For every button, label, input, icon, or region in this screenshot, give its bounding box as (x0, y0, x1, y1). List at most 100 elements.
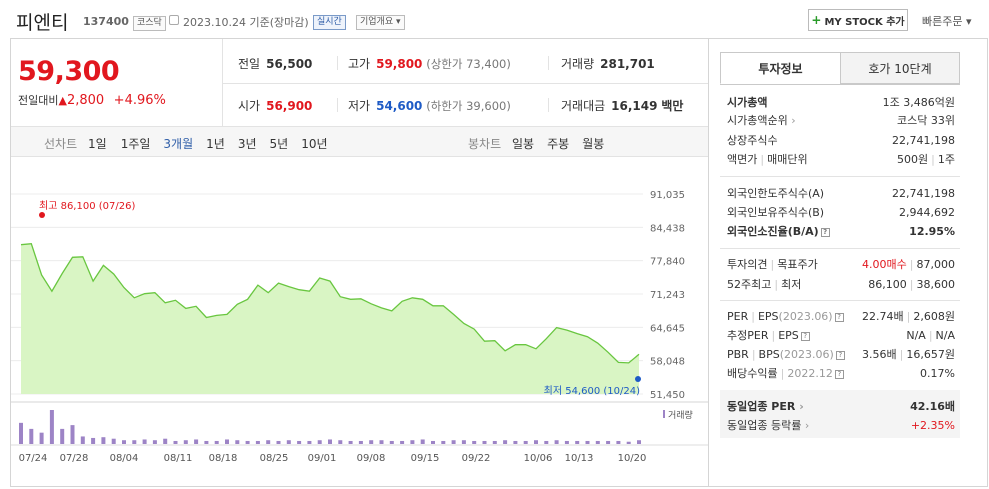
volume-bar (194, 439, 199, 444)
mystock-add-button[interactable]: + MY STOCK 추가 (808, 9, 908, 31)
est-per-row: 추정PER | EPS? N/A | N/A (727, 329, 955, 342)
volume-bar (328, 439, 332, 444)
tab-orderbook[interactable]: 호가 10단계 (840, 52, 960, 84)
tab-3m[interactable]: 3개월 (163, 137, 194, 151)
plus-icon: + (811, 13, 822, 27)
volume-bar (544, 440, 549, 444)
volume-bar (534, 440, 538, 444)
help-icon: ? (800, 332, 810, 341)
x-tick-label: 10/13 (565, 453, 594, 463)
volume-bar (431, 440, 435, 444)
volume-bar (379, 440, 384, 444)
pbr-bps-row: PBR | BPS(2023.06)? 3.56배 | 16,657원 (727, 348, 955, 361)
volume-bar (286, 440, 291, 444)
open-price: 시가 56,900 (238, 99, 313, 113)
volume-bar (70, 425, 75, 444)
volume-bar (637, 440, 641, 444)
volume-bar (575, 440, 580, 444)
tab-1y[interactable]: 1년 (206, 137, 225, 151)
period-tabs: 1일 1주일 3개월 1년 3년 5년 10년 (88, 135, 328, 152)
volume-legend-icon (663, 410, 665, 418)
x-tick-label: 08/11 (164, 453, 193, 463)
volume-bar (606, 440, 611, 444)
volume-bar (307, 440, 312, 444)
market-badge: 코스닥 (133, 14, 166, 31)
x-tick-label: 09/08 (357, 453, 386, 463)
volume-bar (585, 440, 590, 444)
main-panel (10, 38, 709, 487)
opinion-row: 투자의견 | 목표주가 4.00매수 | 87,000 (727, 258, 955, 271)
current-price: 59,300 (18, 56, 120, 87)
market-cap-row: 시가총액 1조 3,486억원 (727, 96, 955, 109)
high-price: 고가 59,800 (상한가 73,400) (348, 57, 511, 71)
high-label: 최고 86,100 (07/26) (39, 200, 135, 212)
stock-name: 피엔티 (16, 12, 69, 34)
volume-legend: 거래량 (668, 409, 693, 421)
volume-bar (266, 440, 271, 444)
y-tick-label: 84,438 (650, 223, 685, 234)
volume-bar (317, 440, 322, 444)
tab-weekly[interactable]: 주봉 (547, 137, 570, 151)
tab-10y[interactable]: 10년 (301, 137, 328, 151)
volume-bar (235, 440, 240, 444)
tab-1d[interactable]: 1일 (88, 137, 107, 151)
x-tick-label: 09/15 (411, 453, 440, 463)
volume-bar (554, 440, 559, 444)
stock-code: 137400 (83, 15, 129, 28)
volume-bar (163, 438, 168, 444)
industry-rate-row: 동일업종 등락률 › +2.35% (727, 419, 955, 432)
help-icon: ? (834, 370, 844, 379)
volume-bar (183, 440, 188, 444)
tab-monthly[interactable]: 월봉 (582, 137, 605, 151)
volume-bar (204, 440, 209, 444)
volume-bar (19, 422, 23, 444)
foreign-hold-row: 외국인보유주식수(B) 2,944,692 (727, 206, 955, 219)
prev-close: 전일 56,500 (238, 57, 313, 71)
volume-bar (616, 440, 621, 444)
help-icon: ? (835, 351, 845, 360)
volume-bar (91, 437, 96, 444)
high-marker (39, 212, 45, 218)
y-tick-label: 71,243 (650, 290, 685, 301)
volume-bar (255, 440, 260, 444)
x-tick-label: 10/06 (524, 453, 553, 463)
volume-bar (276, 440, 281, 444)
x-tick-label: 10/20 (618, 453, 647, 463)
volume-bar (461, 440, 466, 444)
quick-order-button[interactable]: 빠른주문 ▾ (922, 15, 972, 28)
volume-bar (410, 440, 415, 444)
dividend-row: 배당수익률 | 2022.12? 0.17% (727, 367, 955, 380)
volume-bar (358, 440, 363, 444)
price-chart[interactable]: 91,035 84,438 77,840 71,243 64,645 58,048 51,4… (11, 158, 708, 463)
company-overview-button[interactable]: 기업개요 ▾ (356, 13, 405, 30)
volume-bar (142, 439, 147, 444)
calendar-icon (169, 15, 179, 25)
tab-1w[interactable]: 1주일 (120, 137, 151, 151)
tab-daily[interactable]: 일봉 (512, 137, 535, 151)
volume-bar (400, 440, 405, 444)
tab-3y[interactable]: 3년 (237, 137, 257, 151)
tab-5y[interactable]: 5년 (269, 137, 289, 151)
realtime-badge[interactable]: 실시간 (313, 13, 346, 30)
line-chart-label: 선차트 (44, 137, 78, 151)
y-tick-label: 58,048 (650, 357, 685, 368)
volume-bar (482, 440, 487, 444)
tab-invest-info[interactable]: 투자정보 (720, 52, 841, 84)
volume-bar (451, 440, 456, 444)
x-tick-label: 08/04 (110, 453, 139, 463)
volume-bar (132, 440, 137, 444)
volume-bar (564, 440, 569, 444)
volume-bar (245, 440, 250, 444)
y-tick-label: 77,840 (650, 257, 685, 268)
x-tick-label: 07/24 (19, 453, 48, 463)
y-tick-label: 91,035 (650, 190, 685, 201)
volume-bar (225, 439, 229, 444)
per-eps-row: PER | EPS(2023.06)? 22.74배 | 2,608원 (727, 310, 955, 323)
candle-tabs: 일봉 주봉 월봉 (512, 135, 604, 152)
trade-amount: 거래대금 16,149 백만 (561, 99, 684, 113)
x-tick-label: 09/22 (462, 453, 491, 463)
volume-bar (369, 440, 374, 444)
volume-bar (472, 440, 477, 444)
low-price: 저가 54,600 (하한가 39,600) (348, 99, 511, 113)
help-icon: ? (834, 313, 844, 322)
